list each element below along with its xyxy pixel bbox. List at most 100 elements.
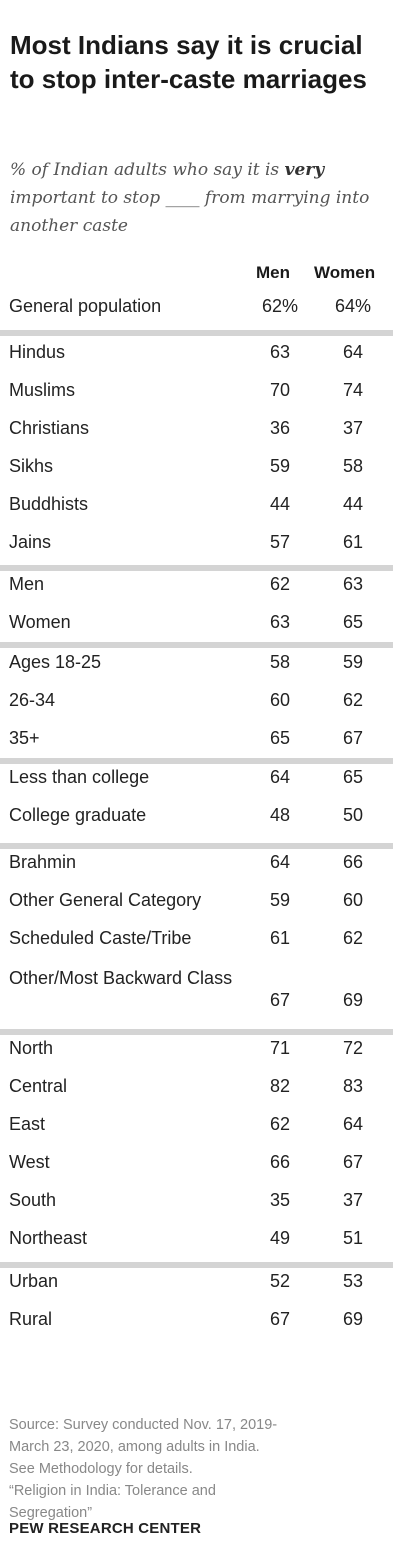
value-men: 59 (269, 890, 291, 910)
table-row: College graduate 48 50 (0, 805, 400, 841)
subtitle-post: important to stop ____ from marrying int… (10, 188, 370, 236)
value-women: 72 (342, 1038, 364, 1058)
value-women: 61 (342, 532, 364, 552)
table-row: Urban 52 53 (0, 1271, 400, 1307)
value-women: 59 (342, 652, 364, 672)
value-men: 44 (269, 494, 291, 514)
value-men: 62 (269, 1114, 291, 1134)
value-women: 69 (342, 1309, 364, 1329)
value-women: 65 (342, 612, 364, 632)
source-line: Segregation” (9, 1505, 93, 1521)
row-label: Scheduled Caste/Tribe (9, 928, 192, 948)
value-men: 67 (269, 990, 291, 1010)
value-men: 62 (269, 574, 291, 594)
table-row: East 62 64 (0, 1114, 400, 1150)
row-label: North (9, 1038, 54, 1058)
column-header-men: Men (256, 263, 290, 282)
table-row: Scheduled Caste/Tribe 61 62 (0, 928, 400, 964)
value-men: 70 (269, 380, 291, 400)
source-line: Source: Survey conducted Nov. 17, 2019- (9, 1417, 278, 1433)
value-men: 67 (269, 1309, 291, 1329)
row-label: Brahmin (9, 852, 77, 872)
value-men: 61 (269, 928, 291, 948)
table-row: General population 62% 64% (0, 296, 400, 332)
value-men: 82 (269, 1076, 291, 1096)
value-women: 51 (342, 1228, 364, 1248)
value-women: 74 (342, 380, 364, 400)
table-row: Rural 67 69 (0, 1309, 400, 1345)
row-label: South (9, 1190, 57, 1210)
value-men: 60 (269, 690, 291, 710)
table-row: Men 62 63 (0, 574, 400, 610)
value-men: 66 (269, 1152, 291, 1172)
subtitle-pre: % of Indian adults who say it is (10, 160, 285, 180)
table-row: Ages 18-25 58 59 (0, 652, 400, 688)
column-header-women: Women (314, 263, 376, 282)
chart-subtitle: % of Indian adults who say it is very im… (10, 156, 390, 240)
row-label: Sikhs (9, 456, 54, 476)
row-label: College graduate (9, 805, 147, 825)
value-men: 65 (269, 728, 291, 748)
row-label: Women (9, 612, 71, 632)
row-label: East (9, 1114, 46, 1134)
source-line: “Religion in India: Tolerance and (9, 1483, 216, 1499)
row-label: Central (9, 1076, 68, 1096)
row-label: Muslims (9, 380, 75, 400)
row-label: Rural (9, 1309, 53, 1329)
source-line: March 23, 2020, among adults in India. (9, 1439, 260, 1455)
row-label: West (9, 1152, 50, 1172)
row-label: Ages 18-25 (9, 652, 102, 672)
subtitle-emphasis: very (284, 160, 325, 180)
value-women: 37 (342, 1190, 364, 1210)
value-men: 71 (269, 1038, 291, 1058)
value-men: 62% (261, 296, 299, 316)
table-row: 26-34 60 62 (0, 690, 400, 726)
value-men: 63 (269, 342, 291, 362)
value-men: 58 (269, 652, 291, 672)
group-separator (0, 758, 393, 764)
table-row: Central 82 83 (0, 1076, 400, 1112)
row-label: 35+ (9, 728, 40, 748)
row-label: 26-34 (9, 690, 56, 710)
table-row: West 66 67 (0, 1152, 400, 1188)
table-row: Buddhists 44 44 (0, 494, 400, 530)
group-separator (0, 843, 393, 849)
value-women: 53 (342, 1271, 364, 1291)
row-label: Other General Category (9, 890, 202, 910)
value-women: 66 (342, 852, 364, 872)
table-row: Women 63 65 (0, 612, 400, 648)
group-separator (0, 1029, 393, 1035)
chart-title: Most Indians say it is crucial to stop i… (10, 30, 367, 94)
value-women: 67 (342, 728, 364, 748)
group-separator (0, 1262, 393, 1268)
value-men: 64 (269, 767, 291, 787)
value-women: 64% (334, 296, 372, 316)
group-separator (0, 642, 393, 648)
table-row: Hindus 63 64 (0, 342, 400, 378)
value-women: 64 (342, 342, 364, 362)
table-row: 35+ 65 67 (0, 728, 400, 764)
value-women: 63 (342, 574, 364, 594)
table-row: Muslims 70 74 (0, 380, 400, 416)
table-row: Sikhs 59 58 (0, 456, 400, 492)
row-label: Christians (9, 418, 90, 438)
value-women: 69 (342, 990, 364, 1010)
row-label: Buddhists (9, 494, 89, 514)
value-men: 57 (269, 532, 291, 552)
value-women: 44 (342, 494, 364, 514)
value-women: 62 (342, 690, 364, 710)
value-women: 65 (342, 767, 364, 787)
value-women: 37 (342, 418, 364, 438)
row-label: Other/Most Backward Class (9, 968, 233, 988)
value-women: 62 (342, 928, 364, 948)
table-row: North 71 72 (0, 1038, 400, 1074)
value-women: 50 (342, 805, 364, 825)
row-label: Men (9, 574, 45, 594)
value-men: 59 (269, 456, 291, 476)
value-women: 67 (342, 1152, 364, 1172)
brand-logo-text: PEW RESEARCH CENTER (9, 1520, 202, 1537)
table-row: Northeast 49 51 (0, 1228, 400, 1264)
group-separator (0, 565, 393, 571)
row-label: Hindus (9, 342, 66, 362)
row-label: Northeast (9, 1228, 88, 1248)
